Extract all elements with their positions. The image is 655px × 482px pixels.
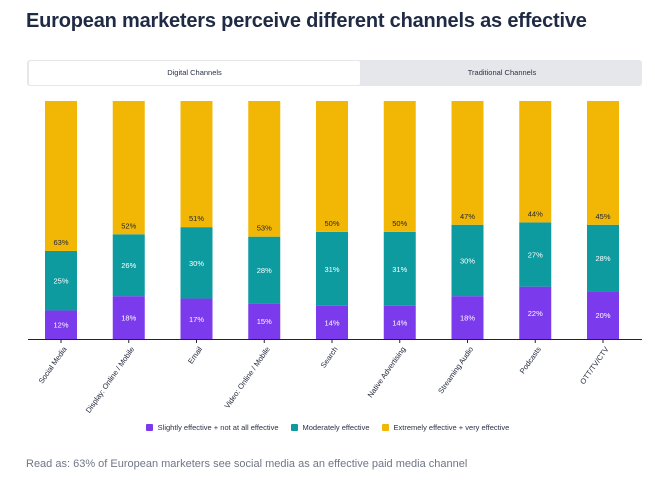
data-label: 25%	[53, 277, 68, 286]
tab-digital-channels[interactable]: Digital Channels	[29, 61, 360, 85]
chart-legend: Slightly effective + not at all effectiv…	[0, 422, 655, 432]
bar-segment	[587, 291, 619, 339]
channel-tabs: Digital Channels Traditional Channels	[27, 60, 642, 86]
bar-segment	[587, 224, 619, 292]
data-label: 50%	[324, 219, 339, 228]
data-label: 31%	[324, 265, 339, 274]
bar-segment	[180, 298, 213, 339]
bar-segment	[316, 305, 348, 339]
data-label: 27%	[528, 251, 543, 260]
bar-segment	[45, 310, 77, 339]
data-label: 51%	[189, 214, 204, 223]
bar-segment	[451, 224, 484, 297]
legend-swatch	[290, 423, 298, 431]
legend-label: Slightly effective + not at all effectiv…	[157, 422, 279, 432]
data-label: 31%	[392, 265, 407, 274]
chart-title: European marketers perceive different ch…	[26, 10, 587, 32]
legend-label: Extremely effective + very effective	[393, 422, 510, 432]
data-label: 28%	[595, 254, 610, 263]
x-tick-label: Display: Online / Mobile	[84, 345, 137, 415]
legend-item: Extremely effective + very effective	[381, 422, 510, 432]
x-tick-label: Social Media	[37, 344, 69, 385]
read-as-note: Read as: 63% of European marketers see s…	[26, 458, 468, 470]
bar-segment	[383, 305, 416, 339]
bar-segment	[112, 101, 145, 235]
bar-segment	[451, 296, 484, 339]
bar-segment	[180, 227, 213, 299]
data-label: 15%	[257, 317, 272, 326]
data-label: 17%	[189, 315, 204, 324]
tab-traditional-channels[interactable]: Traditional Channels	[467, 68, 537, 77]
data-label: 50%	[392, 219, 407, 228]
legend-swatch	[145, 423, 153, 431]
bar-segment	[45, 250, 77, 311]
data-label: 45%	[595, 212, 610, 221]
data-label: 26%	[121, 261, 136, 270]
stacked-bar-chart: 12% 25% 63% Social Media 18% 26% 52% Display: O…	[28, 101, 642, 415]
bar-segment	[248, 101, 281, 237]
x-tick-label: Podcasts	[518, 345, 543, 376]
bar-segment	[519, 222, 552, 287]
bar-segment	[519, 286, 552, 339]
legend-item: Slightly effective + not at all effectiv…	[145, 422, 279, 432]
bar-segment	[383, 101, 416, 232]
legend-swatch	[381, 423, 389, 431]
x-tick-label: Video: Online / Mobile	[223, 345, 272, 410]
data-label: 30%	[460, 256, 475, 265]
bar-segment	[451, 101, 484, 225]
data-label: 28%	[257, 266, 272, 275]
data-label: 12%	[53, 321, 68, 330]
data-label: 52%	[121, 221, 136, 230]
data-label: 18%	[460, 314, 475, 323]
bar-segment	[316, 101, 348, 232]
data-label: 47%	[460, 212, 475, 221]
data-label: 44%	[528, 209, 543, 218]
data-label: 14%	[392, 318, 407, 327]
legend-label: Moderately effective	[302, 422, 370, 432]
data-label: 22%	[528, 309, 543, 318]
bar-segment	[112, 296, 145, 339]
bar-segment	[180, 101, 213, 228]
bar-segment	[316, 231, 348, 306]
x-tick-label: Email	[186, 345, 204, 366]
x-tick-label: Search	[319, 345, 340, 370]
bar-segment	[248, 236, 281, 304]
bar-segment	[45, 101, 77, 251]
data-label: 63%	[53, 238, 68, 247]
bar-segment	[519, 101, 552, 223]
x-tick-label: Streaming Audio	[436, 345, 475, 395]
bar-segment	[587, 101, 619, 225]
bar-segment	[383, 231, 416, 306]
data-label: 30%	[189, 259, 204, 268]
bar-segment	[248, 303, 281, 339]
legend-item: Moderately effective	[290, 422, 370, 432]
x-tick-label: OTT/TV/CTV	[578, 345, 610, 386]
x-tick-label: Native Advertising	[366, 345, 408, 399]
bar-segment	[112, 234, 145, 297]
data-label: 20%	[595, 311, 610, 320]
data-label: 18%	[121, 314, 136, 323]
data-label: 14%	[324, 318, 339, 327]
data-label: 53%	[257, 224, 272, 233]
